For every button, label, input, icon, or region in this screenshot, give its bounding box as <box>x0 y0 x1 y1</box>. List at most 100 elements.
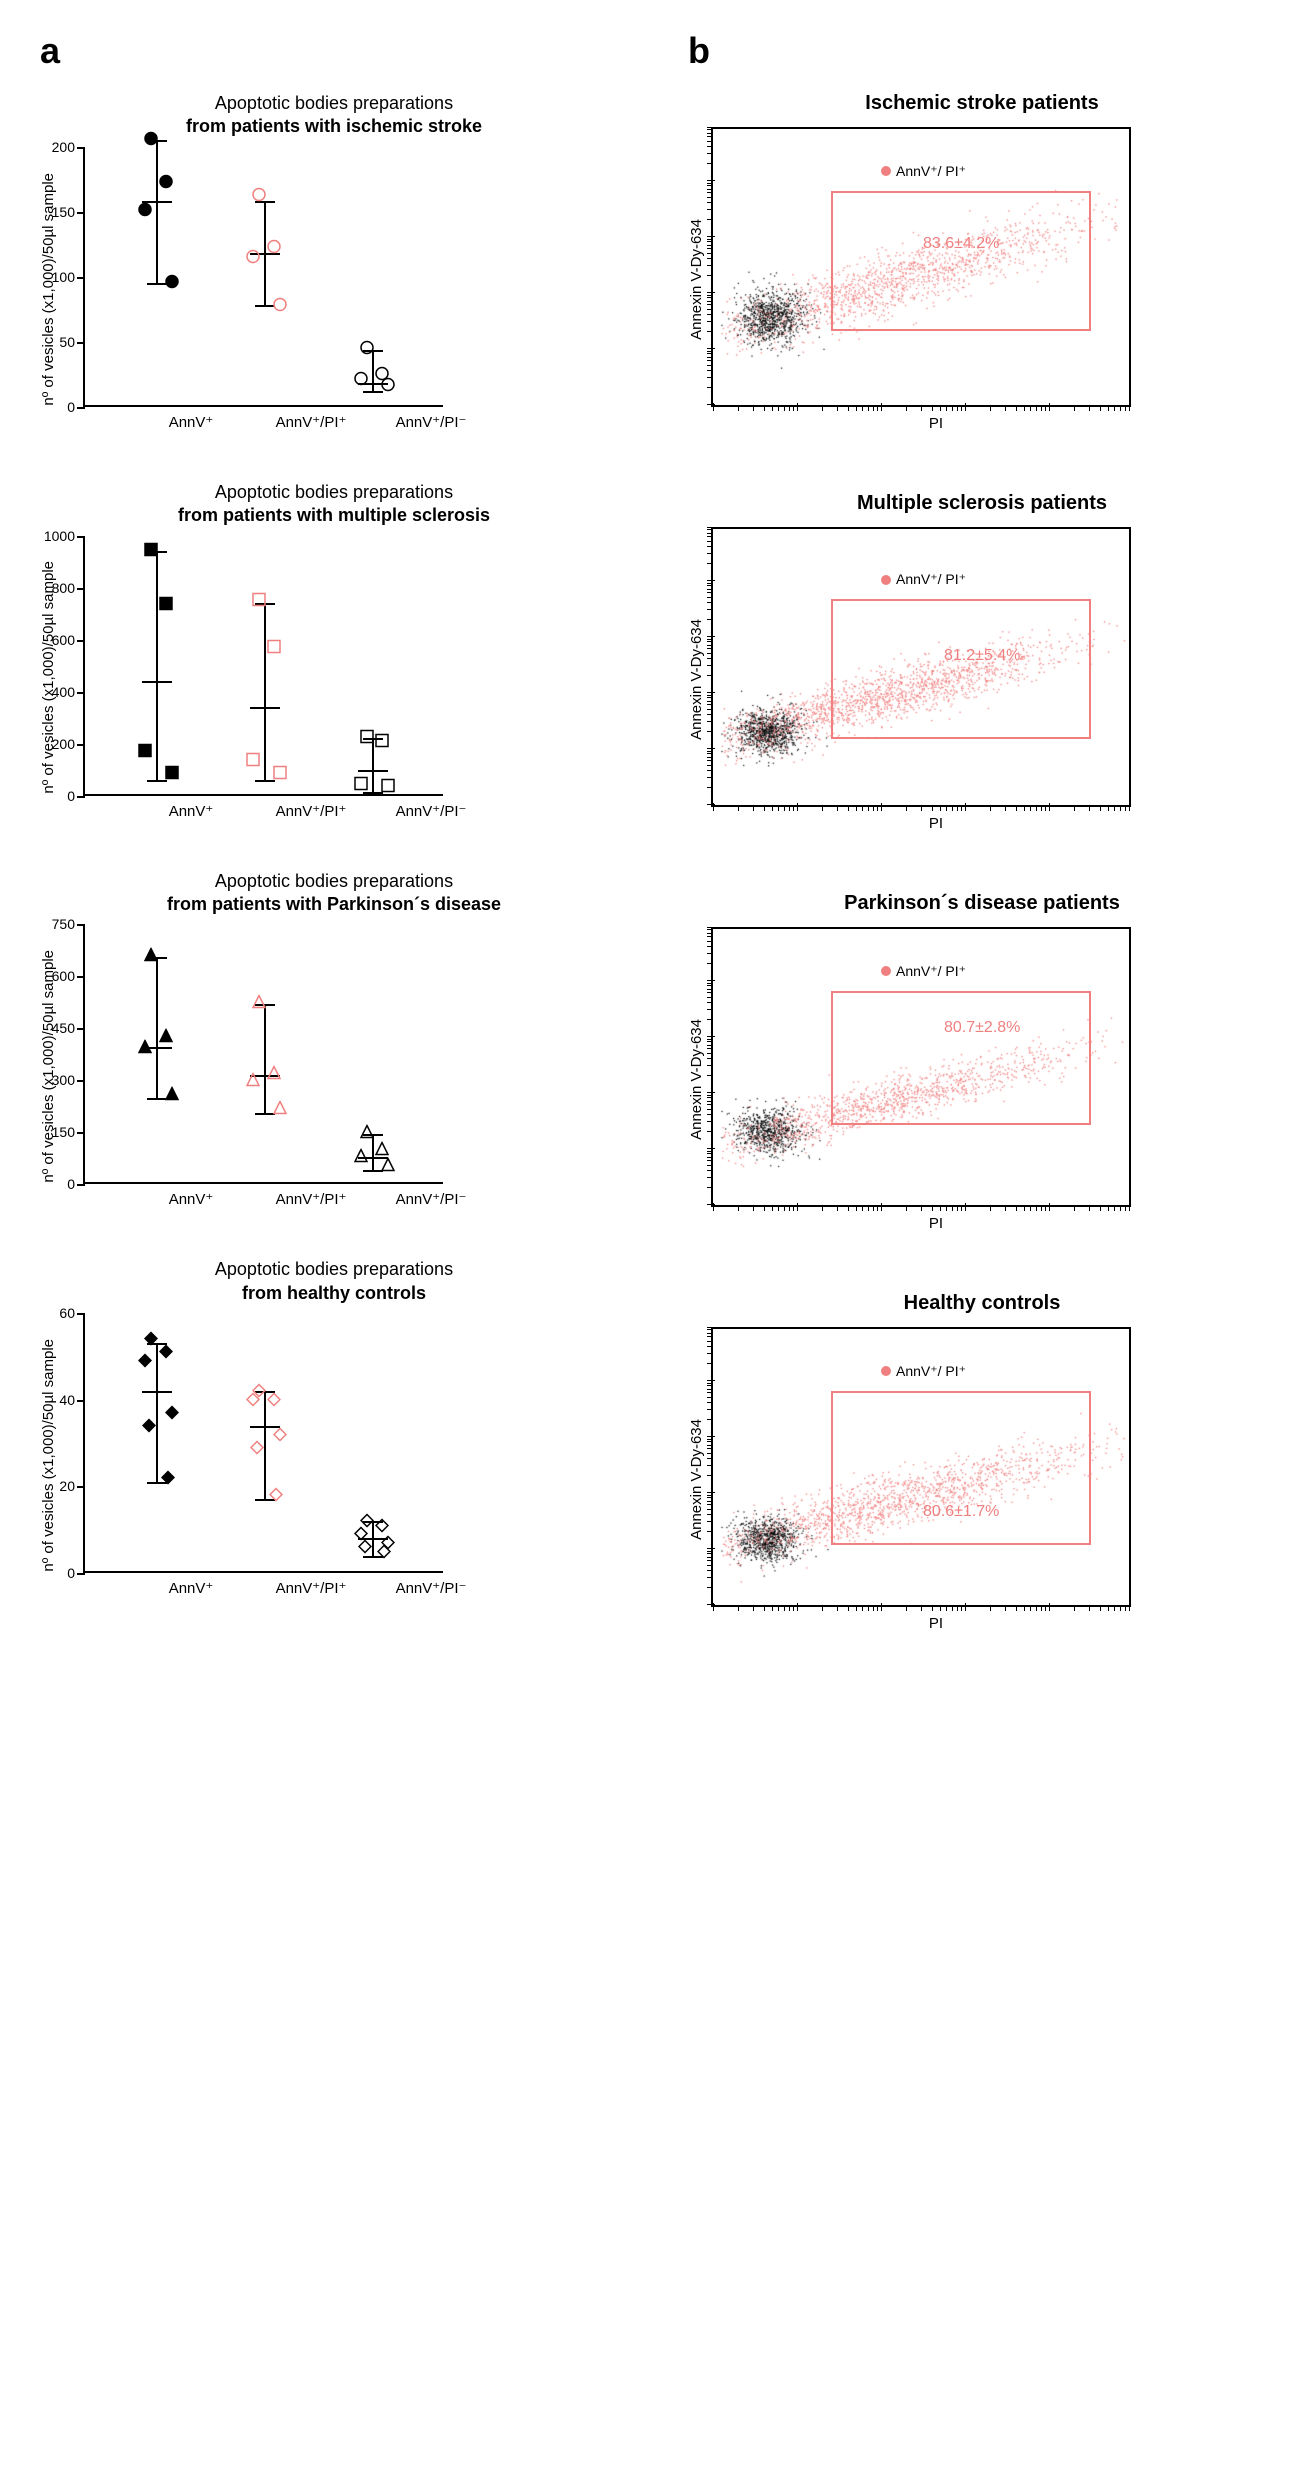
y-axis-label: nº of vesicles (x1,000)/50µl sample <box>40 1339 57 1572</box>
data-point <box>267 1065 281 1084</box>
x-label: AnnV⁺ <box>131 796 251 820</box>
data-point <box>246 753 260 772</box>
ytick-label: 100 <box>52 269 75 285</box>
gate-percentage: 80.6±1.7% <box>923 1503 999 1521</box>
x-label: AnnV⁺/PI⁻ <box>371 1573 491 1597</box>
gate-legend: AnnV⁺/ PI⁺ <box>881 1363 966 1380</box>
data-point <box>354 372 368 391</box>
data-point <box>138 1354 152 1373</box>
ytick-label: 200 <box>52 139 75 155</box>
legend-text: AnnV⁺/ PI⁺ <box>896 163 966 180</box>
data-point <box>360 729 374 748</box>
panel-a-letter: a <box>40 30 628 72</box>
data-point <box>159 174 173 193</box>
y-axis-label: nº of vesicles (x1,000)/50µl sample <box>40 950 57 1183</box>
x-label: AnnV⁺ <box>131 407 251 431</box>
ytick-label: 1000 <box>44 528 75 544</box>
scatter-y-label: Annexin V-Dy-634 <box>688 619 705 740</box>
scatter-y-label: Annexin V-Dy-634 <box>688 1019 705 1140</box>
ytick-label: 50 <box>59 334 75 350</box>
data-point <box>269 1488 283 1507</box>
data-point <box>144 1332 158 1351</box>
ytick-label: 200 <box>52 736 75 752</box>
ytick-label: 0 <box>67 788 75 804</box>
data-point <box>377 1544 391 1563</box>
gate-legend: AnnV⁺/ PI⁺ <box>881 963 966 980</box>
data-point <box>138 744 152 763</box>
data-point <box>252 593 266 612</box>
data-point <box>246 1393 260 1412</box>
gate-percentage: 80.7±2.8% <box>944 1019 1020 1037</box>
dotplot-area: 0204060 <box>83 1313 443 1573</box>
scatter-title: Healthy controls <box>688 1292 1276 1315</box>
dotplot-3: Apoptotic bodies preparationsfrom health… <box>40 1258 628 1597</box>
data-point <box>159 597 173 616</box>
gate-percentage: 83.6±4.2% <box>923 235 999 253</box>
data-point <box>144 131 158 150</box>
ytick-label: 600 <box>52 968 75 984</box>
legend-dot-icon <box>881 966 891 976</box>
data-point <box>267 239 281 258</box>
ytick-label: 40 <box>59 1392 75 1408</box>
data-point <box>381 1157 395 1176</box>
panel-a: a Apoptotic bodies preparations from pati… <box>40 30 628 1692</box>
data-point <box>138 1039 152 1058</box>
dotplot-area: 02004006008001000 <box>83 536 443 796</box>
legend-text: AnnV⁺/ PI⁺ <box>896 1363 966 1380</box>
x-label: AnnV⁺/PI⁻ <box>371 407 491 431</box>
data-point <box>267 1393 281 1412</box>
scatter-x-label: PI <box>741 415 1131 432</box>
x-label: AnnV⁺/PI⁺ <box>251 1184 371 1208</box>
data-point <box>273 1427 287 1446</box>
scatter-y-label: Annexin V-Dy-634 <box>688 1419 705 1540</box>
ytick-label: 150 <box>52 1124 75 1140</box>
title-prefix: Apoptotic bodies preparations <box>215 1259 453 1279</box>
data-point <box>375 733 389 752</box>
x-label: AnnV⁺/PI⁺ <box>251 1573 371 1597</box>
x-label: AnnV⁺ <box>131 1573 251 1597</box>
data-point <box>252 994 266 1013</box>
ytick-label: 800 <box>52 580 75 596</box>
x-label: AnnV⁺ <box>131 1184 251 1208</box>
scatter-title: Multiple sclerosis patients <box>688 492 1276 515</box>
gate-box <box>831 191 1091 331</box>
ytick-label: 600 <box>52 632 75 648</box>
data-point <box>144 542 158 561</box>
panel-b: b Ischemic stroke patientsAnnexin V-Dy-6… <box>688 30 1276 1692</box>
gate-box <box>831 1391 1091 1545</box>
ytick-label: 300 <box>52 1072 75 1088</box>
data-point <box>138 203 152 222</box>
gate-percentage: 81.2±5.4% <box>944 647 1020 665</box>
scatter-x-label: PI <box>741 1215 1131 1232</box>
x-label: AnnV⁺/PI⁻ <box>371 796 491 820</box>
title-bold: from patients with Parkinson´s disease <box>167 894 501 914</box>
scatter-x-label: PI <box>741 815 1131 832</box>
legend-text: AnnV⁺/ PI⁺ <box>896 963 966 980</box>
chart-title: Apoptotic bodies preparationsfrom patien… <box>40 92 628 139</box>
flow-scatter-2: Parkinson´s disease patientsAnnexin V-Dy… <box>688 892 1276 1232</box>
data-point <box>142 1419 156 1438</box>
legend-dot-icon <box>881 1366 891 1376</box>
ytick-label: 450 <box>52 1020 75 1036</box>
data-point <box>381 779 395 798</box>
data-point <box>267 640 281 659</box>
title-prefix: Apoptotic bodies preparations <box>215 93 453 113</box>
legend-text: AnnV⁺/ PI⁺ <box>896 571 966 588</box>
scatter-title: Ischemic stroke patients <box>688 92 1276 115</box>
dotplot-area: 0150300450600750 <box>83 924 443 1184</box>
chart-title: Apoptotic bodies preparationsfrom health… <box>40 1258 628 1305</box>
scatter-plot-area: AnnV⁺/ PI⁺ 80.7±2.8% <box>711 927 1131 1207</box>
data-point <box>354 1149 368 1168</box>
flow-scatter-3: Healthy controls Annexin V-Dy-634 AnnV⁺/ P… <box>688 1292 1276 1632</box>
ytick-label: 60 <box>59 1305 75 1321</box>
scatter-plot-area: AnnV⁺/ PI⁺ 83.6±4.2% <box>711 127 1131 407</box>
data-point <box>252 187 266 206</box>
data-point <box>375 1518 389 1537</box>
title-prefix: Apoptotic bodies preparations <box>215 871 453 891</box>
ytick-label: 0 <box>67 1176 75 1192</box>
data-point <box>246 1072 260 1091</box>
data-point <box>144 948 158 967</box>
x-label: AnnV⁺/PI⁻ <box>371 1184 491 1208</box>
data-point <box>273 298 287 317</box>
chart-title: Apoptotic bodies preparations from patien… <box>40 870 628 917</box>
